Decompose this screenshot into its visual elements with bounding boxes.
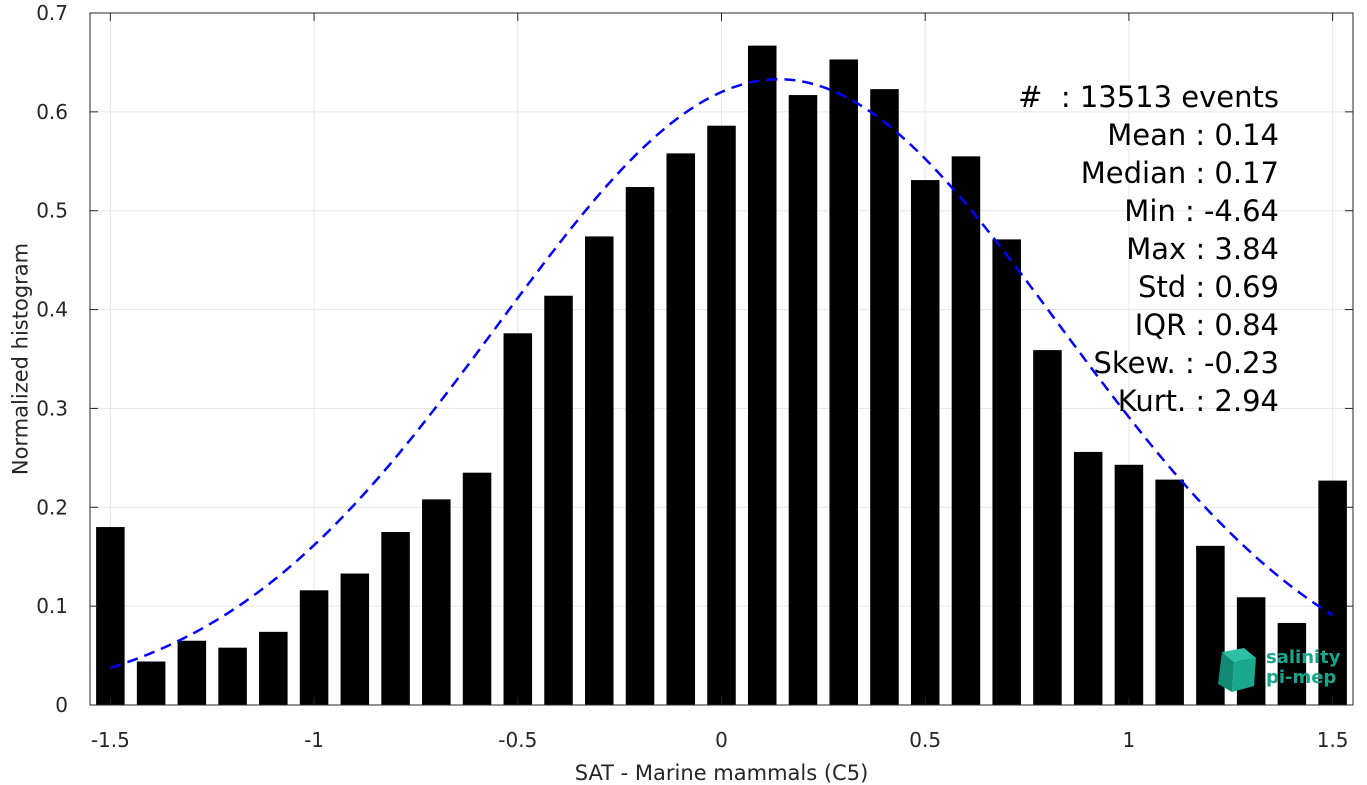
histogram-bar: [544, 295, 573, 705]
x-tick-label: -0.5: [498, 728, 537, 752]
x-tick-label: -1.5: [91, 728, 130, 752]
y-axis-ticks: 0 0.1 0.2 0.3 0.4 0.5 0.6 0.7: [36, 1, 1353, 717]
histogram-bar: [1114, 464, 1144, 705]
gaussian-fit-curve: [109, 77, 1334, 670]
stat-count: # : 13513 events: [1018, 80, 1279, 114]
histogram-bar: [218, 647, 247, 705]
stat-min: Min : -4.64: [1124, 194, 1279, 228]
histogram-bar: [1073, 451, 1103, 705]
histogram-bar: [707, 125, 736, 705]
histogram-bar: [951, 156, 981, 706]
histogram-bar: [1277, 622, 1307, 705]
x-tick-label: 1: [1123, 728, 1136, 752]
logo-cube-icon: [1218, 648, 1256, 692]
stat-iqr: IQR : 0.84: [1134, 308, 1279, 342]
histogram-bar: [910, 180, 940, 705]
histogram-bar: [177, 640, 207, 705]
histogram-bar: [747, 45, 777, 705]
x-tick-label: 0.5: [909, 728, 941, 752]
histogram-bar: [462, 472, 492, 705]
histogram-bar: [992, 239, 1021, 705]
histogram-bar: [585, 236, 614, 705]
histogram-bar: [96, 527, 125, 705]
y-tick-label: 0.4: [36, 298, 68, 322]
histogram-bar: [1155, 479, 1184, 705]
histogram-bar: [788, 95, 818, 705]
y-tick-label: 0.1: [36, 594, 68, 618]
histogram-bar: [136, 661, 166, 705]
logo-line2: pi-mep: [1266, 667, 1337, 688]
stat-skew: Skew. : -0.23: [1093, 346, 1279, 380]
y-tick-label: 0.2: [36, 495, 68, 519]
histogram-bar: [625, 186, 655, 705]
histogram-bar: [259, 631, 288, 705]
statistics-panel: # : 13513 events Mean : 0.14 Median : 0.…: [1018, 78, 1279, 420]
y-tick-label: 0.6: [36, 100, 68, 124]
bars: [96, 45, 1347, 706]
histogram-bar: [829, 59, 858, 706]
histogram-bar: [503, 333, 533, 705]
x-tick-label: -1: [304, 728, 324, 752]
stat-mean: Mean : 0.14: [1107, 118, 1279, 152]
y-tick-label: 0.5: [36, 199, 68, 223]
histogram-bar: [666, 153, 696, 705]
y-tick-label: 0.7: [36, 1, 68, 25]
histogram-bar: [381, 532, 410, 705]
x-axis-ticks: -1.5 -1 -0.5 0 0.5 1 1.5: [91, 13, 1349, 752]
stat-median: Median : 0.17: [1080, 156, 1279, 190]
x-tick-label: 1.5: [1317, 728, 1349, 752]
logo-line1: salinity: [1266, 647, 1341, 668]
histogram-bar: [1033, 350, 1062, 705]
stat-max: Max : 3.84: [1126, 232, 1279, 266]
histogram-bar: [870, 89, 899, 706]
salinity-pi-mep-logo: salinity pi-mep: [1216, 646, 1356, 694]
stat-kurt: Kurt. : 2.94: [1117, 384, 1279, 418]
x-tick-label: 0: [715, 728, 728, 752]
histogram-bar: [340, 573, 370, 705]
y-axis-title: Normalized histogram: [8, 243, 32, 475]
y-tick-label: 0: [55, 693, 68, 717]
stat-std: Std : 0.69: [1138, 270, 1279, 304]
histogram-bar: [299, 590, 329, 705]
histogram-bar: [1318, 480, 1347, 705]
y-tick-label: 0.3: [36, 396, 68, 420]
histogram-bar: [422, 499, 451, 705]
x-axis-title: SAT - Marine mammals (C5): [575, 761, 869, 785]
